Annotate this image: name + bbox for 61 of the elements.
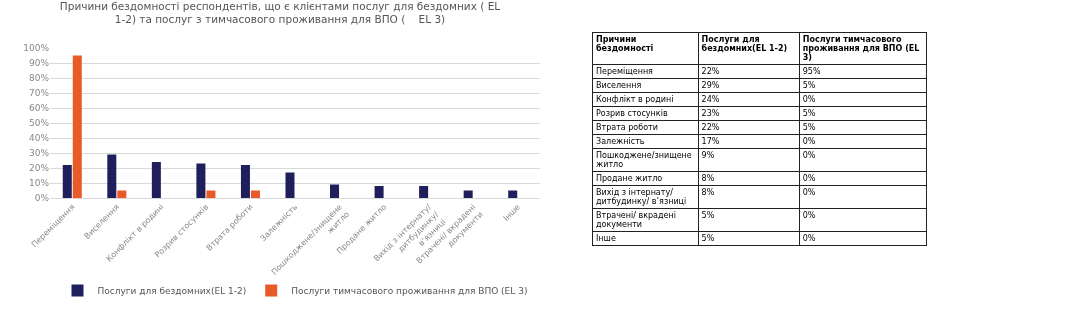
y-tick-label: 0%: [34, 193, 50, 204]
bar: [419, 186, 429, 198]
y-tick-label: 20%: [28, 163, 50, 174]
bar: [72, 55, 82, 198]
bar: [240, 165, 250, 198]
bar: [107, 154, 117, 198]
bar: [250, 190, 260, 198]
y-tick-label: 40%: [28, 133, 50, 144]
bar: [196, 163, 206, 198]
y-tick-label: 100%: [23, 43, 50, 54]
bar: [62, 165, 72, 198]
bar: [117, 190, 127, 198]
y-axis-title: Причини бездомності: [592, 32, 699, 65]
data-label: 0%: [799, 231, 927, 246]
y-tick-label: Вихід з інтернату/ дитбудинку/ в’язниці: [592, 185, 699, 209]
y-tick-label: 80%: [28, 73, 50, 84]
bar: [508, 190, 518, 198]
bar: [151, 162, 161, 198]
legend-label: Послуги тимчасового проживання для ВПО (EL 3): [291, 286, 528, 297]
data-label: 22%: [698, 64, 800, 79]
bar: [374, 186, 384, 198]
y-tick-label: Переміщення: [592, 64, 699, 79]
data-label: 0%: [799, 134, 927, 149]
data-label: 0%: [799, 185, 927, 209]
data-label: 5%: [698, 208, 800, 232]
data-label: 0%: [799, 208, 927, 232]
data-label: 17%: [698, 134, 800, 149]
data-label: 29%: [698, 78, 800, 93]
y-tick-label: 70%: [28, 88, 50, 99]
bar: [330, 184, 340, 198]
data-label: 5%: [799, 106, 927, 121]
y-tick-label: Продане житло: [592, 171, 699, 186]
data-label: 5%: [698, 231, 800, 246]
data-label: 0%: [799, 92, 927, 107]
y-tick-label: 60%: [28, 103, 50, 114]
data-label: 9%: [698, 148, 800, 172]
data-label: 8%: [698, 171, 800, 186]
bar: [285, 172, 295, 198]
data-label: 5%: [799, 78, 927, 93]
data-label: 24%: [698, 92, 800, 107]
y-tick-label: 90%: [28, 58, 50, 69]
bar: [463, 190, 473, 198]
data-label: 22%: [698, 120, 800, 135]
y-tick-label: Залежність: [592, 134, 699, 149]
legend-label: Послуги для бездомних(EL 1-2): [97, 286, 247, 297]
y-tick-label: Пошкоджене/знищене житло: [592, 148, 699, 172]
y-tick-label: Конфлікт в родині: [592, 92, 699, 107]
bar: [206, 190, 216, 198]
data-label: 0%: [799, 148, 927, 172]
data-label: 95%: [799, 64, 927, 79]
data-label: 0%: [799, 171, 927, 186]
y-tick-label: 50%: [28, 118, 50, 129]
y-tick-label: Виселення: [592, 78, 699, 93]
data-label: 23%: [698, 106, 800, 121]
chart-title: Причини бездомності респондентів, що є клієнтами послуг для бездомних ( EL 1-2) та послуг з тимчасового проживання для ВПО ( EL 3): [59, 0, 501, 26]
y-tick-label: 10%: [28, 178, 50, 189]
data-label: 5%: [799, 120, 927, 135]
y-tick-label: 30%: [28, 148, 50, 159]
data-label: 8%: [698, 185, 800, 209]
y-tick-label: Втрата роботи: [592, 120, 699, 135]
y-tick-label: Розрив стосунків: [592, 106, 699, 121]
